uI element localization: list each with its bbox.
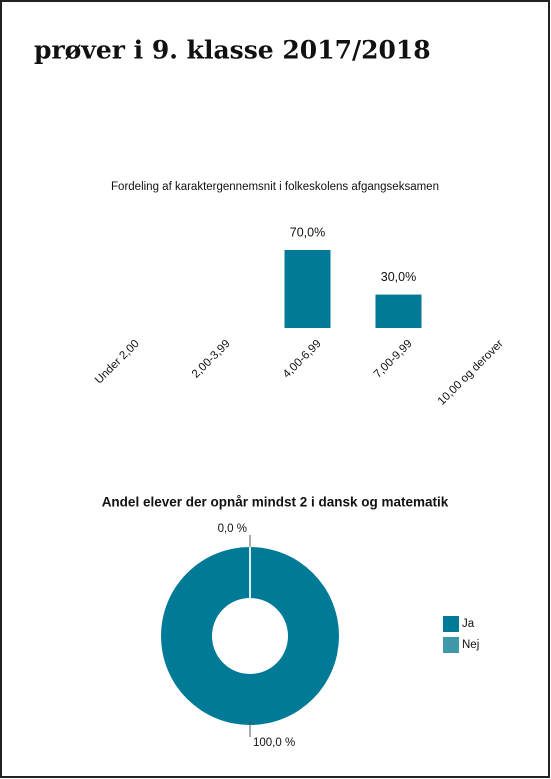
legend-label: Ja <box>462 618 475 630</box>
bar <box>284 250 331 328</box>
bar <box>375 294 422 328</box>
value-label: 100,0 % <box>253 737 295 749</box>
legend-swatch <box>443 637 459 653</box>
value-label: 70,0% <box>290 225 325 239</box>
page-title: prøver i 9. klasse 2017/2018 <box>34 36 431 65</box>
bar-chart-title: Fordeling af karaktergennemsnit i folkes… <box>111 181 439 193</box>
pie-slice <box>161 547 339 725</box>
value-label: 0,0 % <box>218 523 247 535</box>
legend-label: Nej <box>462 639 479 651</box>
pie-chart-title: Andel elever der opnår mindst 2 i dansk … <box>102 495 449 510</box>
legend-swatch <box>443 616 459 632</box>
value-label: 30,0% <box>381 270 416 284</box>
